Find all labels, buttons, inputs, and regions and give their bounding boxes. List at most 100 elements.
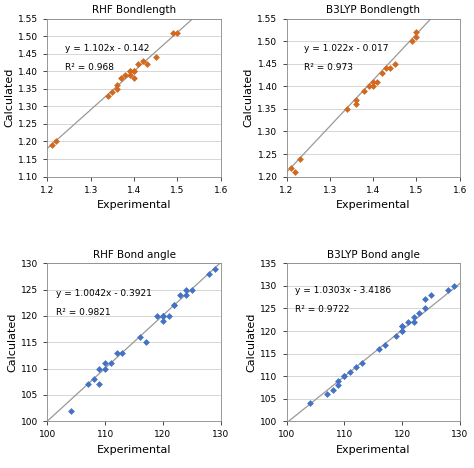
Point — [387, 65, 394, 72]
Point — [182, 286, 190, 293]
Point — [101, 365, 109, 373]
Point — [113, 85, 120, 93]
Point — [398, 323, 406, 330]
Point — [306, 399, 313, 407]
Point — [171, 302, 178, 309]
Point — [421, 296, 429, 303]
Point — [107, 359, 115, 367]
Point — [126, 71, 134, 79]
Point — [323, 390, 331, 398]
Point — [159, 317, 167, 325]
Point — [135, 60, 142, 68]
Point — [113, 81, 120, 89]
Point — [96, 380, 103, 388]
Point — [188, 286, 196, 293]
Text: y = 1.0042x - 0.3921: y = 1.0042x - 0.3921 — [56, 289, 152, 298]
Point — [416, 309, 423, 317]
Point — [101, 359, 109, 367]
Point — [205, 270, 213, 278]
Text: y = 1.0303x - 3.4186: y = 1.0303x - 3.4186 — [295, 286, 392, 295]
X-axis label: Experimental: Experimental — [336, 445, 410, 455]
Point — [130, 67, 138, 75]
Point — [427, 291, 435, 299]
Point — [374, 78, 381, 86]
Point — [48, 141, 55, 149]
Point — [165, 312, 173, 320]
Point — [413, 29, 420, 36]
Point — [173, 29, 181, 37]
Point — [408, 37, 416, 45]
Point — [352, 96, 360, 103]
Point — [369, 83, 377, 90]
Title: B3LYP Bondlength: B3LYP Bondlength — [326, 5, 420, 15]
Point — [287, 164, 295, 171]
Point — [450, 282, 458, 290]
Text: y = 1.022x - 0.017: y = 1.022x - 0.017 — [304, 44, 388, 53]
Point — [96, 365, 103, 373]
Point — [159, 312, 167, 320]
Point — [398, 327, 406, 335]
Point — [169, 29, 177, 37]
Point — [413, 33, 420, 41]
Point — [130, 67, 138, 75]
Point — [126, 67, 134, 75]
Y-axis label: Calculated: Calculated — [4, 68, 14, 127]
Point — [410, 318, 418, 326]
Point — [126, 67, 134, 75]
Point — [398, 323, 406, 330]
Text: y = 1.102x - 0.142: y = 1.102x - 0.142 — [65, 44, 149, 53]
Text: R² = 0.9821: R² = 0.9821 — [56, 308, 111, 317]
Point — [398, 327, 406, 335]
Point — [421, 305, 429, 312]
Text: R² = 0.973: R² = 0.973 — [304, 63, 353, 73]
Text: R² = 0.9722: R² = 0.9722 — [295, 305, 350, 314]
Point — [352, 363, 360, 371]
Point — [335, 381, 342, 389]
Point — [340, 373, 348, 380]
Point — [343, 105, 351, 113]
Point — [392, 332, 400, 339]
X-axis label: Experimental: Experimental — [97, 200, 171, 210]
Y-axis label: Calculated: Calculated — [246, 313, 256, 372]
Title: RHF Bond angle: RHF Bond angle — [92, 250, 175, 260]
Point — [52, 138, 60, 145]
Point — [404, 318, 411, 326]
Point — [171, 302, 178, 309]
Point — [335, 377, 342, 384]
Point — [182, 291, 190, 299]
Point — [113, 349, 120, 357]
Point — [378, 69, 386, 77]
Point — [121, 71, 129, 79]
Title: RHF Bondlength: RHF Bondlength — [92, 5, 176, 15]
Point — [152, 53, 159, 61]
Point — [159, 312, 167, 320]
Point — [445, 287, 452, 294]
Point — [361, 87, 368, 95]
Title: B3LYP Bond angle: B3LYP Bond angle — [327, 250, 419, 260]
Point — [381, 341, 389, 348]
Point — [104, 92, 112, 100]
Point — [136, 333, 144, 341]
Point — [340, 373, 348, 380]
Point — [139, 57, 146, 65]
Point — [365, 83, 373, 90]
Point — [154, 312, 161, 320]
Point — [292, 168, 299, 176]
Point — [176, 291, 184, 299]
Point — [67, 407, 74, 415]
Point — [143, 60, 151, 68]
Y-axis label: Calculated: Calculated — [243, 68, 253, 127]
Point — [296, 155, 303, 162]
Point — [369, 78, 377, 86]
Point — [391, 60, 399, 67]
Point — [410, 314, 418, 321]
Y-axis label: Calculated: Calculated — [7, 313, 17, 372]
Point — [130, 74, 138, 82]
Point — [358, 359, 365, 366]
Point — [211, 265, 219, 272]
Point — [375, 345, 383, 353]
Point — [142, 338, 149, 346]
Point — [109, 88, 116, 96]
Point — [159, 312, 167, 320]
X-axis label: Experimental: Experimental — [336, 200, 410, 210]
